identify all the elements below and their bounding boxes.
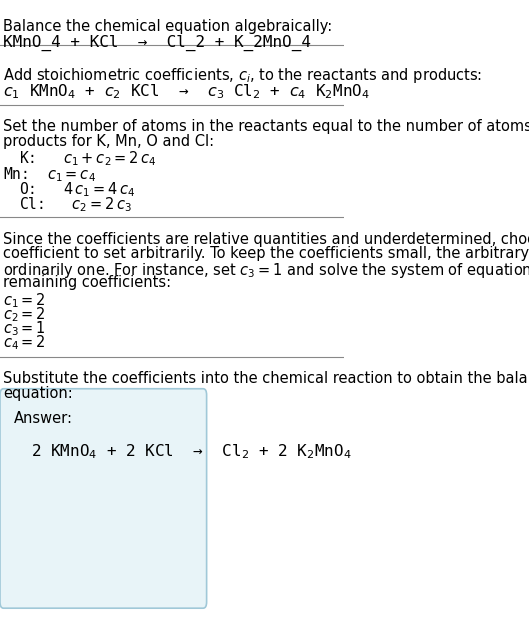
Text: $c_4 = 2$: $c_4 = 2$	[4, 333, 46, 352]
Text: Add stoichiometric coefficients, $c_i$, to the reactants and products:: Add stoichiometric coefficients, $c_i$, …	[4, 66, 482, 85]
Text: $c_1 = 2$: $c_1 = 2$	[4, 292, 46, 310]
Text: Substitute the coefficients into the chemical reaction to obtain the balanced: Substitute the coefficients into the che…	[4, 371, 529, 386]
Text: Cl:   $c_2 = 2\, c_3$: Cl: $c_2 = 2\, c_3$	[19, 195, 132, 214]
Text: K:   $c_1 + c_2 = 2\, c_4$: K: $c_1 + c_2 = 2\, c_4$	[19, 149, 157, 168]
Text: $c_3 = 1$: $c_3 = 1$	[4, 319, 46, 338]
Text: $c_1$ KMnO$_4$ + $c_2$ KCl  →  $c_3$ Cl$_2$ + $c_4$ K$_2$MnO$_4$: $c_1$ KMnO$_4$ + $c_2$ KCl → $c_3$ Cl$_2…	[4, 83, 370, 102]
Text: 2 KMnO$_4$ + 2 KCl  →  Cl$_2$ + 2 K$_2$MnO$_4$: 2 KMnO$_4$ + 2 KCl → Cl$_2$ + 2 K$_2$MnO…	[31, 442, 352, 461]
Text: Mn:  $c_1 = c_4$: Mn: $c_1 = c_4$	[4, 165, 96, 184]
Text: $c_2 = 2$: $c_2 = 2$	[4, 305, 46, 324]
Text: Set the number of atoms in the reactants equal to the number of atoms in the: Set the number of atoms in the reactants…	[4, 119, 529, 134]
Text: Since the coefficients are relative quantities and underdetermined, choose a: Since the coefficients are relative quan…	[4, 232, 529, 247]
Text: KMnO_4 + KCl  →  Cl_2 + K_2MnO_4: KMnO_4 + KCl → Cl_2 + K_2MnO_4	[4, 34, 312, 51]
Text: O:   $4\, c_1 = 4\, c_4$: O: $4\, c_1 = 4\, c_4$	[19, 180, 135, 199]
Text: coefficient to set arbitrarily. To keep the coefficients small, the arbitrary va: coefficient to set arbitrarily. To keep …	[4, 246, 529, 261]
Text: ordinarily one. For instance, set $c_3 = 1$ and solve the system of equations fo: ordinarily one. For instance, set $c_3 =…	[4, 261, 529, 280]
Text: remaining coefficients:: remaining coefficients:	[4, 275, 171, 290]
Text: products for K, Mn, O and Cl:: products for K, Mn, O and Cl:	[4, 134, 215, 149]
Text: Balance the chemical equation algebraically:: Balance the chemical equation algebraica…	[4, 19, 333, 34]
FancyBboxPatch shape	[0, 389, 207, 608]
Text: Answer:: Answer:	[14, 411, 73, 426]
Text: equation:: equation:	[4, 386, 73, 401]
